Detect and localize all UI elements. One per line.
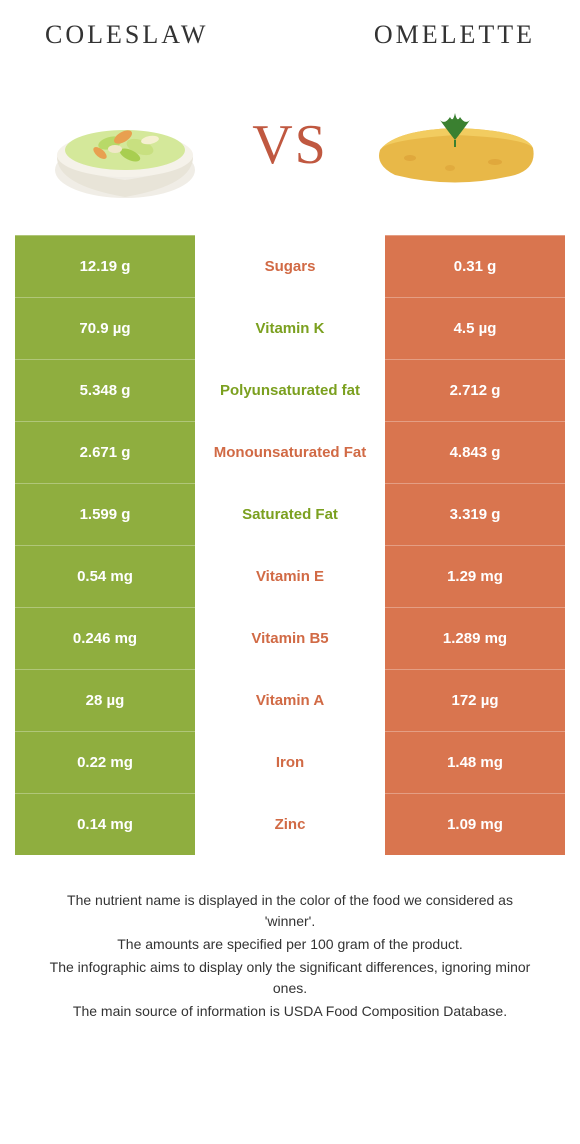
nutrient-row: 0.14 mgZinc1.09 mg <box>15 793 565 855</box>
title-left: Coleslaw <box>45 20 208 50</box>
value-left: 0.22 mg <box>15 731 195 793</box>
value-left: 28 µg <box>15 669 195 731</box>
value-right: 4.843 g <box>385 421 565 483</box>
value-right: 1.289 mg <box>385 607 565 669</box>
nutrient-row: 2.671 gMonounsaturated Fat4.843 g <box>15 421 565 483</box>
nutrient-row: 70.9 µgVitamin K4.5 µg <box>15 297 565 359</box>
nutrient-label: Sugars <box>195 235 385 297</box>
value-left: 0.54 mg <box>15 545 195 607</box>
value-right: 4.5 µg <box>385 297 565 359</box>
nutrient-row: 12.19 gSugars0.31 g <box>15 235 565 297</box>
value-left: 0.246 mg <box>15 607 195 669</box>
value-right: 1.48 mg <box>385 731 565 793</box>
value-right: 1.29 mg <box>385 545 565 607</box>
value-right: 172 µg <box>385 669 565 731</box>
footer-line: The nutrient name is displayed in the co… <box>40 890 540 932</box>
title-right: Omelette <box>374 20 535 50</box>
nutrient-label: Iron <box>195 731 385 793</box>
nutrient-row: 28 µgVitamin A172 µg <box>15 669 565 731</box>
value-left: 2.671 g <box>15 421 195 483</box>
header: Coleslaw Omelette <box>15 20 565 70</box>
value-left: 5.348 g <box>15 359 195 421</box>
nutrient-label: Vitamin A <box>195 669 385 731</box>
value-right: 1.09 mg <box>385 793 565 855</box>
coleslaw-image <box>35 80 215 210</box>
nutrient-row: 0.22 mgIron1.48 mg <box>15 731 565 793</box>
omelette-image <box>365 80 545 210</box>
value-left: 70.9 µg <box>15 297 195 359</box>
images-row: VS <box>15 70 565 235</box>
footer: The nutrient name is displayed in the co… <box>15 855 565 1022</box>
value-right: 2.712 g <box>385 359 565 421</box>
footer-line: The main source of information is USDA F… <box>40 1001 540 1022</box>
nutrient-label: Monounsaturated Fat <box>195 421 385 483</box>
value-left: 0.14 mg <box>15 793 195 855</box>
nutrient-label: Polyunsaturated fat <box>195 359 385 421</box>
nutrient-label: Vitamin E <box>195 545 385 607</box>
nutrient-row: 5.348 gPolyunsaturated fat2.712 g <box>15 359 565 421</box>
nutrient-label: Vitamin B5 <box>195 607 385 669</box>
vs-text: VS <box>252 113 328 177</box>
nutrient-label: Vitamin K <box>195 297 385 359</box>
value-right: 3.319 g <box>385 483 565 545</box>
nutrient-label: Saturated Fat <box>195 483 385 545</box>
nutrient-row: 0.246 mgVitamin B51.289 mg <box>15 607 565 669</box>
nutrient-row: 0.54 mgVitamin E1.29 mg <box>15 545 565 607</box>
footer-line: The infographic aims to display only the… <box>40 957 540 999</box>
value-left: 12.19 g <box>15 235 195 297</box>
nutrient-table: 12.19 gSugars0.31 g70.9 µgVitamin K4.5 µ… <box>15 235 565 855</box>
nutrient-row: 1.599 gSaturated Fat3.319 g <box>15 483 565 545</box>
footer-line: The amounts are specified per 100 gram o… <box>40 934 540 955</box>
value-left: 1.599 g <box>15 483 195 545</box>
value-right: 0.31 g <box>385 235 565 297</box>
nutrient-label: Zinc <box>195 793 385 855</box>
